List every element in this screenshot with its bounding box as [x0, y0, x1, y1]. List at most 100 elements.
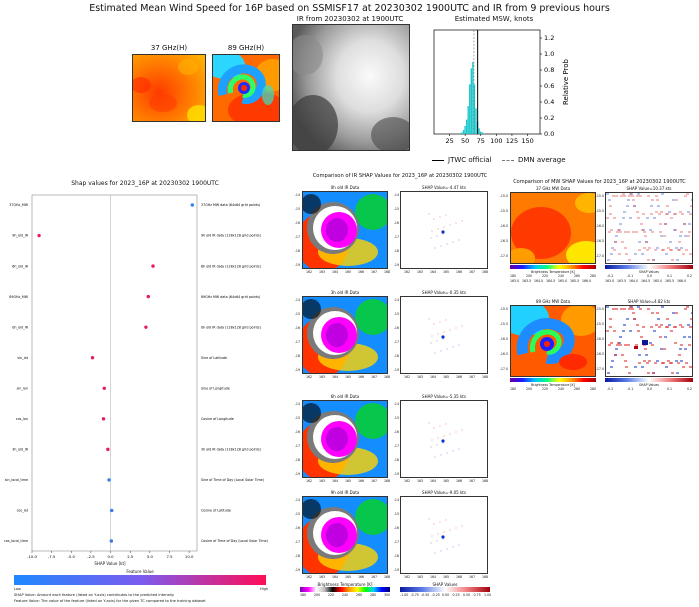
- ir-cb-left-tick: 200: [314, 593, 321, 597]
- ir-y-tick-label: -19: [294, 368, 300, 372]
- mw-y-tick-label: -17.0: [595, 254, 604, 258]
- msw-histogram: 25 50 75 100 125 150 0.0 0.2 0.4 0.6 0.8 1.0 1.2 Rela…: [433, 29, 570, 145]
- ir-cb-left-tick: 300: [384, 593, 391, 597]
- ir-row-right-title: SHAP Value=-5.35 kts: [422, 394, 466, 399]
- hist-x-tick-label: 125: [506, 137, 518, 145]
- shap-footnote-2: Feature Value: The value of the feature …: [14, 599, 206, 603]
- ir-y-tick-label: -17: [294, 340, 300, 344]
- ir-x-tick-label: 168: [384, 375, 391, 379]
- ir-row-image: [302, 296, 388, 374]
- mw-shap-colorbar: [605, 265, 693, 269]
- ir-y-tick-label: -18: [294, 249, 300, 253]
- ir-x-tick-label: 163: [319, 575, 326, 579]
- mw-cb-left-tick: 240: [558, 387, 565, 391]
- ir-y-tick-label: -18: [294, 554, 300, 558]
- ir-cb-right-tick: 0.25: [452, 593, 460, 597]
- hist-y-tick-label: 0.0: [544, 130, 554, 138]
- ir-x-tick-label: 168: [384, 270, 391, 274]
- ir-x-tick-label: 166: [456, 270, 463, 274]
- mw-x-tick-label: 164.5: [546, 279, 556, 283]
- ir-y-tick-label: -18: [393, 249, 399, 253]
- hist-x-tick-label: 150: [521, 137, 533, 145]
- ir-y-tick-label: -16: [294, 326, 300, 330]
- ir-cb-left-tick: 260: [356, 593, 363, 597]
- ir-x-tick-label: 165: [443, 479, 450, 483]
- ir-y-tick-label: -17: [393, 540, 399, 544]
- ir-y-tick-label: -16: [294, 526, 300, 530]
- hist-bar: [478, 128, 480, 134]
- legend-dmn-line: [502, 160, 514, 161]
- ir-y-tick-label: -19: [393, 263, 399, 267]
- shap-feature-label-right: 3h old IR data (128x128 grid points): [201, 448, 261, 452]
- ir-x-tick-label: 167: [469, 575, 476, 579]
- mw-brightness-colorbar: [510, 378, 596, 382]
- ir-y-tick-label: -19: [294, 263, 300, 267]
- ir-x-tick-label: 168: [384, 575, 391, 579]
- ir-row-right-title: SHAP Value=-4.47 kts: [422, 185, 466, 190]
- shap-feature-label-left: 89GHz_MW: [9, 295, 28, 299]
- ir-cb-left-tick: 240: [342, 593, 349, 597]
- mw-y-tick-label: -15.0: [595, 194, 604, 198]
- mw-y-tick-label: -15.0: [499, 307, 508, 311]
- ir-row-y-ticks: -14 -15 -16 -17 -18 -19: [290, 402, 301, 478]
- ir-y-tick-label: -18: [393, 458, 399, 462]
- ir-x-tick-label: 167: [469, 270, 476, 274]
- shap-feature-label-left: cos_lat: [17, 509, 29, 513]
- mw-cb-right-tick: 0.0: [647, 387, 653, 391]
- mw-y-tick-label: -16.0: [595, 224, 604, 228]
- mw-shap-colorbar: [605, 378, 693, 382]
- ir-y-tick-label: -14: [393, 498, 399, 502]
- hist-bar: [465, 119, 468, 134]
- hist-bar: [475, 108, 477, 134]
- hist-y-tick-label: 1.0: [544, 50, 554, 58]
- ir-brightness-colorbar: [300, 587, 390, 592]
- ir-row-left-title: 0h old IR Data: [330, 185, 360, 190]
- ir-x-tick-label: 167: [371, 375, 378, 379]
- ir-row-right-title: SHAP Value=-0.35 kts: [422, 290, 466, 295]
- ir-y-tick-label: -17: [393, 235, 399, 239]
- shap-point: [90, 356, 95, 360]
- ir-y-tick-label: -15: [294, 207, 300, 211]
- ir-x-tick-label: 163: [417, 270, 424, 274]
- mw-cb-left-tick: 260: [574, 387, 581, 391]
- hist-x-tick-label: 100: [490, 137, 502, 145]
- shap-feature-label-left: cos_lon: [16, 417, 28, 421]
- ir-row-shap-image: [400, 296, 488, 374]
- ir-row-x-ticks: 162 163 164 165 166 167 168: [302, 270, 391, 275]
- ir-title: IR from 20230302 at 1900UTC: [296, 15, 404, 23]
- ir-y-tick-label: -15: [393, 416, 399, 420]
- mw-x-ticks-right: 163.0 163.5 164.0 164.5 165.0 165.5 166.0: [605, 279, 693, 284]
- mw-y-tick-label: -15.5: [499, 209, 508, 213]
- hist-y-tick-label: 0.6: [544, 82, 554, 90]
- ir-row-image: [302, 496, 388, 574]
- ir-y-tick-label: -17: [294, 444, 300, 448]
- shap-point: [107, 478, 111, 482]
- ir-x-tick-label: 168: [384, 479, 391, 483]
- ir-y-tick-label: -14: [393, 193, 399, 197]
- ir-x-tick-label: 165: [345, 575, 352, 579]
- mw-y-tick-label: -17.0: [595, 367, 604, 371]
- ir-y-tick-label: -14: [294, 498, 300, 502]
- legend-jtwc-line: [432, 160, 444, 161]
- mw-y-tick-label: -16.0: [499, 224, 508, 228]
- shap-xlabel: SHAP Value [kt]: [94, 561, 126, 566]
- shap-feature-label-right: Cosine of Latitude: [201, 509, 231, 513]
- shap-feature-label-right: 6h old IR data (128x128 grid points): [201, 264, 261, 268]
- shap-feature-label-right: Sine of Longitude: [201, 386, 230, 390]
- main-title: Estimated Mean Wind Speed for 16P based …: [89, 3, 610, 14]
- shap-feature-label-right: Cosine of Time of Day (Local Solar Time): [201, 539, 268, 543]
- ir-x-tick-label: 167: [371, 270, 378, 274]
- ir-row-left-title: 6h old IR Data: [330, 394, 360, 399]
- mw-cb-left-tick: 280: [590, 387, 597, 391]
- shap-feature-label-left: 37GHz_MW: [9, 203, 28, 207]
- hist-y-tick-label: 1.2: [544, 34, 554, 42]
- ir-y-tick-label: -16: [393, 526, 399, 530]
- ir-y-tick-label: -15: [393, 312, 399, 316]
- mw-cb-right-title: SHAP Values: [639, 383, 659, 387]
- shap-x-tick-label: -2.5: [87, 554, 95, 559]
- ir-cb-right-tick: -1.00: [400, 593, 409, 597]
- shap-point: [106, 447, 110, 452]
- hist-bar: [469, 84, 471, 134]
- mw-cb-right-tick: -0.2: [607, 274, 614, 278]
- ir-shap-colorbar: [400, 587, 490, 592]
